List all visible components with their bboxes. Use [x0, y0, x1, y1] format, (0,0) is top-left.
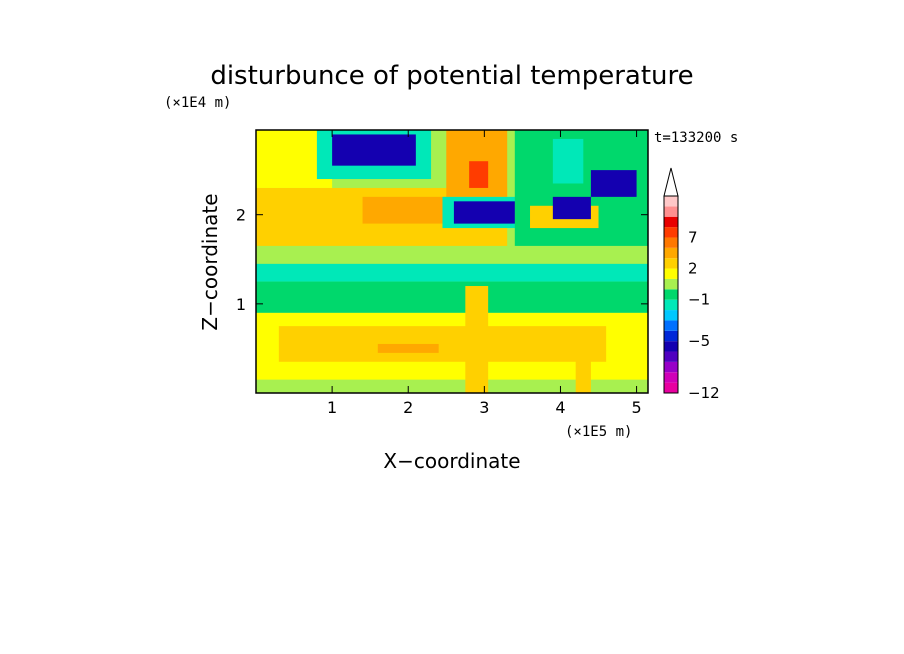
colorbar-swatch	[664, 206, 678, 217]
chart-title: disturbunce of potential temperature	[210, 61, 693, 91]
contour-region	[453, 201, 523, 224]
colorbar-swatch	[664, 382, 678, 393]
x-axis-label: X−coordinate	[383, 449, 520, 473]
colorbar-tick-label: 7	[688, 228, 698, 246]
plot-border	[255, 129, 649, 394]
colorbar-swatch	[664, 299, 678, 311]
contour-region	[552, 196, 591, 220]
colorbar-tick-label: −12	[688, 384, 720, 402]
colorbar-swatch	[664, 258, 678, 269]
contour-region	[256, 245, 648, 264]
plot-area	[256, 130, 648, 393]
contour-region	[590, 170, 637, 197]
colorbar: 7 2 −1 −5 −12	[663, 167, 720, 402]
colorbar-swatch	[664, 227, 678, 238]
colorbar-swatch	[664, 237, 678, 248]
contour-region	[362, 196, 454, 224]
contour-region	[465, 286, 489, 393]
x-tick-label: 1	[327, 398, 337, 417]
time-label: t=133200 s	[654, 130, 738, 146]
colorbar-swatch	[664, 330, 678, 342]
colorbar-swatch	[664, 320, 678, 331]
colorbar-swatch	[664, 216, 678, 228]
contour-region	[256, 263, 648, 282]
colorbar-swatch	[664, 341, 678, 352]
x-tick-label: 2	[403, 398, 413, 417]
contour-region	[332, 134, 416, 166]
contour-region	[256, 281, 648, 313]
contour-region	[278, 326, 607, 362]
colorbar-extend-arrow	[663, 167, 679, 197]
x-tick-label: 4	[555, 398, 565, 417]
contour-region	[256, 379, 648, 393]
y-tick-label: 1	[236, 295, 246, 314]
y-axis: 12	[236, 206, 648, 314]
x-unit-label: (×1E5 m)	[565, 424, 632, 440]
colorbar-swatch	[664, 372, 678, 383]
contour-region	[469, 161, 489, 188]
colorbar-tick-label: −5	[688, 332, 710, 350]
y-unit-label: (×1E4 m)	[164, 95, 231, 111]
contour-region	[575, 348, 591, 393]
x-axis: 1 2 3 4 5	[327, 130, 642, 417]
colorbar-swatch	[664, 351, 678, 362]
contour-region	[377, 343, 439, 353]
y-tick-label: 2	[236, 206, 246, 225]
colorbar-swatch	[664, 310, 678, 321]
colorbar-swatch	[664, 196, 678, 207]
colorbar-swatch	[664, 247, 678, 259]
colorbar-tick-label: −1	[688, 291, 710, 309]
x-tick-label: 5	[631, 398, 641, 417]
colorbar-swatch	[664, 278, 678, 290]
colorbar-tick-label: 2	[688, 260, 698, 278]
colorbar-swatch	[664, 361, 678, 373]
colorbar-swatch	[664, 268, 678, 279]
contour-region	[552, 138, 584, 184]
y-axis-label: Z−coordinate	[198, 193, 222, 330]
plot-frame	[255, 129, 649, 394]
colorbar-swatch	[664, 289, 678, 300]
x-tick-label: 3	[479, 398, 489, 417]
